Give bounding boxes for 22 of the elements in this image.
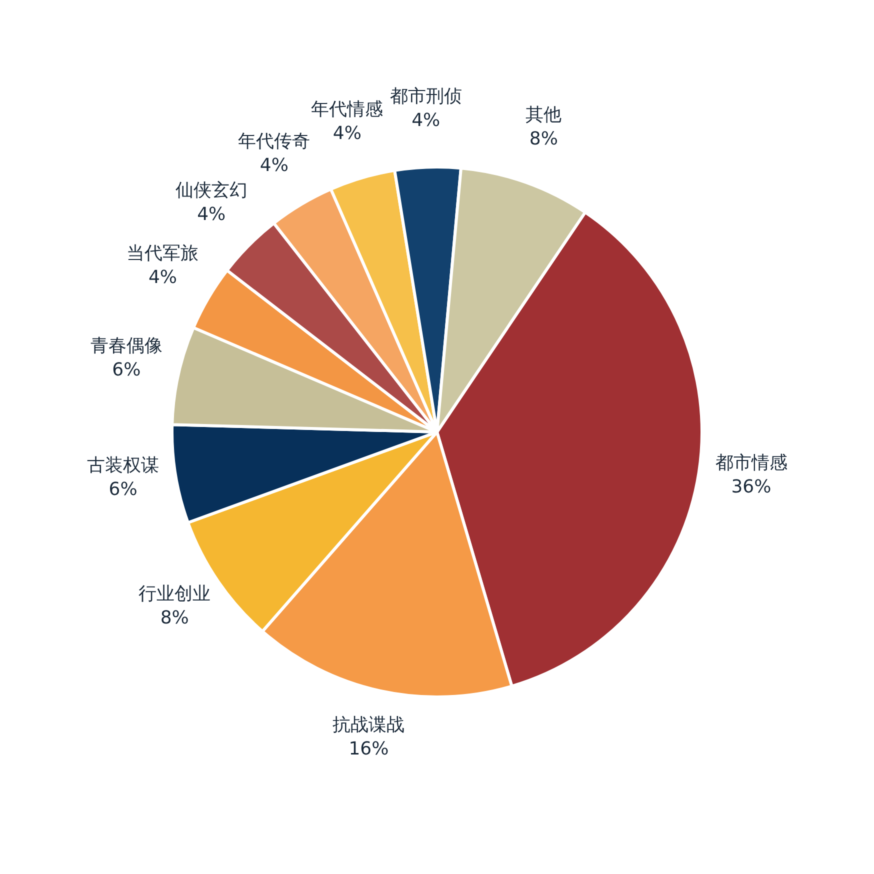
data-label: 36% bbox=[731, 476, 772, 498]
data-label: 4% bbox=[148, 267, 177, 288]
slice-label: 都市刑侦 bbox=[390, 86, 462, 108]
slice-label: 抗战谍战 bbox=[332, 714, 405, 736]
slice-label: 行业创业 bbox=[138, 584, 211, 605]
slice-label: 年代传奇 bbox=[238, 130, 310, 152]
slice-label: 古装权谋 bbox=[87, 454, 160, 476]
slice-label: 当代军旅 bbox=[126, 243, 199, 264]
data-label: 4% bbox=[260, 154, 288, 176]
data-label: 8% bbox=[160, 608, 189, 629]
data-label: 8% bbox=[529, 128, 558, 150]
data-label: 16% bbox=[348, 738, 389, 760]
data-label: 6% bbox=[112, 360, 141, 381]
slice-label: 青春偶像 bbox=[90, 336, 162, 357]
slice-label: 仙侠玄幻 bbox=[175, 180, 248, 201]
data-label: 4% bbox=[197, 204, 226, 225]
data-label: 6% bbox=[108, 478, 138, 500]
slice-label: 都市情感 bbox=[715, 452, 788, 474]
slice-label: 年代情感 bbox=[311, 98, 384, 120]
data-label: 4% bbox=[332, 122, 362, 144]
slice-label: 其他 bbox=[526, 104, 562, 126]
data-label: 4% bbox=[412, 110, 440, 132]
